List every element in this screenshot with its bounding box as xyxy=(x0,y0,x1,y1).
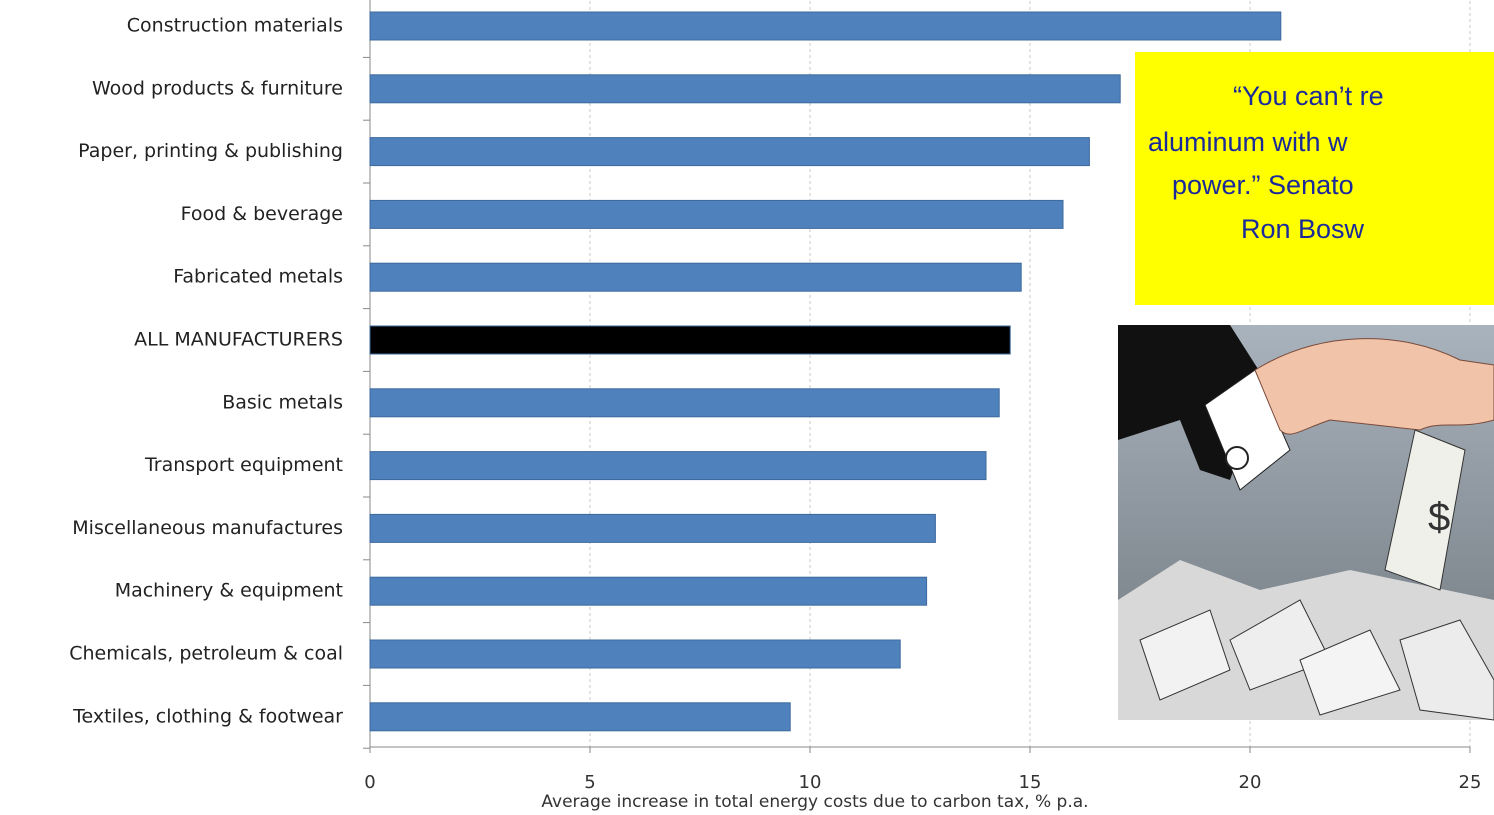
x-tick-label: 0 xyxy=(364,772,375,793)
quote-line: Ron Bosw xyxy=(1241,214,1365,244)
bar xyxy=(369,639,901,669)
y-tick-label: Textiles, clothing & footwear xyxy=(72,705,343,727)
bar xyxy=(369,576,928,606)
quote-line: power.” Senato xyxy=(1172,170,1354,200)
y-tick-label: Miscellaneous manufactures xyxy=(72,517,343,539)
x-tick-label: 25 xyxy=(1459,772,1482,793)
bar xyxy=(369,11,1282,41)
y-tick-label: Chemicals, petroleum & coal xyxy=(69,643,343,665)
bar xyxy=(369,137,1090,167)
quote-box xyxy=(1135,52,1494,305)
bar xyxy=(369,74,1121,104)
y-tick-label: Transport equipment xyxy=(144,454,343,476)
svg-text:$: $ xyxy=(1428,496,1450,540)
y-tick-label: Wood products & furniture xyxy=(92,77,343,99)
bar xyxy=(369,262,1022,292)
bar xyxy=(369,199,1064,229)
illustration: $ xyxy=(1118,325,1494,721)
quote-line: “You can’t re xyxy=(1233,81,1384,111)
y-tick-label: Basic metals xyxy=(222,391,343,413)
x-axis-label: Average increase in total energy costs d… xyxy=(541,792,1088,812)
y-tick-label: Fabricated metals xyxy=(173,266,343,288)
y-tick-label: Paper, printing & publishing xyxy=(78,140,343,162)
x-tick-label: 15 xyxy=(1019,772,1042,793)
y-tick-label: Machinery & equipment xyxy=(115,580,343,602)
bar xyxy=(369,513,936,543)
quote: “You can’t re aluminum with w power.” Sena… xyxy=(1148,81,1384,244)
bar xyxy=(369,388,1000,418)
quote-line: aluminum with w xyxy=(1148,127,1348,157)
x-tick-label: 5 xyxy=(584,772,595,793)
y-tick-label: ALL MANUFACTURERS xyxy=(134,329,343,351)
bar xyxy=(369,325,1011,355)
plot-area: 0 5 10 15 20 25 Average increase in total ener… xyxy=(69,0,1481,812)
y-tick-label: Food & beverage xyxy=(181,203,343,225)
x-tick-label: 10 xyxy=(799,772,822,793)
bar xyxy=(369,451,987,481)
x-tick-label: 20 xyxy=(1239,772,1262,793)
bar xyxy=(369,702,791,732)
y-tick-label: Construction materials xyxy=(127,15,343,37)
